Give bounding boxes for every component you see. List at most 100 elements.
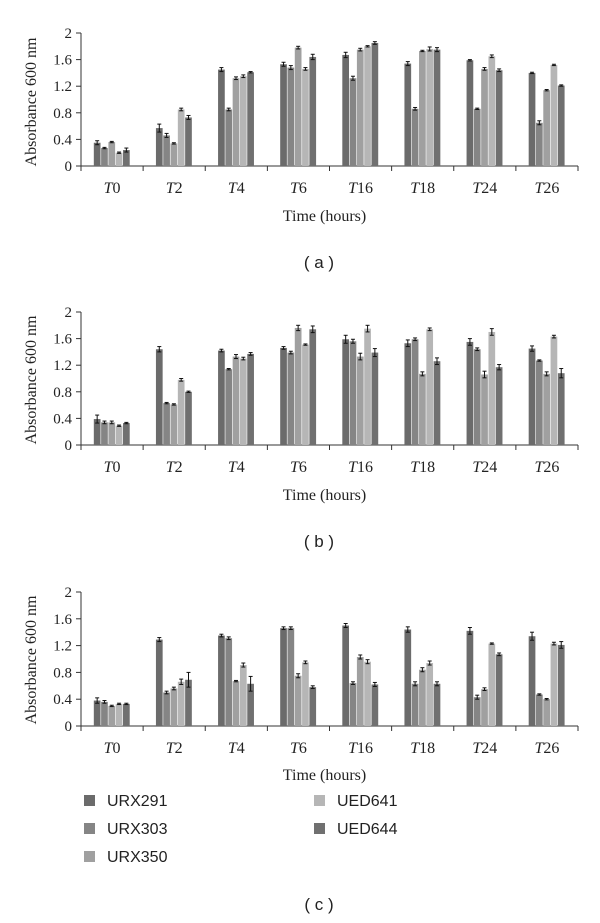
legend-item-ued641: UED641 bbox=[314, 793, 398, 810]
y-tick-label: 2 bbox=[65, 305, 73, 321]
bar-UED644-T16 bbox=[371, 352, 379, 445]
bar-URX291-T26 bbox=[528, 636, 536, 726]
bar-URX291-T24 bbox=[466, 341, 474, 445]
x-tick-label: T2 bbox=[166, 180, 183, 197]
x-tick-label: T16 bbox=[348, 740, 373, 757]
x-axis-label: Time (hours) bbox=[283, 208, 366, 225]
bar-UED641-T26 bbox=[550, 64, 558, 166]
legend-item-urx291: URX291 bbox=[84, 793, 168, 810]
bar-URX291-T18 bbox=[404, 629, 412, 726]
bar-URX291-T2 bbox=[155, 349, 163, 445]
bar-URX350-T24 bbox=[481, 68, 488, 166]
bar-UED641-T2 bbox=[177, 379, 185, 445]
bar-UED644-T18 bbox=[433, 49, 441, 166]
bar-URX303-T16 bbox=[349, 78, 357, 166]
bar-URX350-T0 bbox=[108, 422, 116, 445]
bar-URX291-T26 bbox=[528, 72, 536, 166]
x-tick-label: T0 bbox=[104, 740, 121, 757]
bar-URX350-T2 bbox=[170, 688, 178, 726]
y-tick-label: 1.2 bbox=[53, 79, 72, 95]
x-tick-label: T26 bbox=[534, 180, 559, 197]
bar-URX291-T24 bbox=[466, 630, 474, 726]
x-tick-label: T4 bbox=[228, 740, 245, 757]
bar-UED644-T4 bbox=[247, 72, 254, 166]
legend: URX291 URX303 URX350 UED641 UED644 bbox=[84, 793, 398, 866]
x-tick-label: T26 bbox=[534, 459, 559, 476]
y-tick-label: 1.6 bbox=[53, 53, 72, 69]
bar-UED644-T18 bbox=[433, 683, 441, 726]
bar-UED644-T4 bbox=[247, 353, 254, 445]
x-tick-label: T4 bbox=[228, 459, 245, 476]
bar-UED644-T2 bbox=[185, 679, 192, 726]
bar-UED641-T18 bbox=[426, 48, 434, 166]
y-tick-label: 0.8 bbox=[53, 385, 72, 401]
bar-UED644-T6 bbox=[309, 687, 317, 726]
bar-URX350-T6 bbox=[294, 675, 302, 726]
y-axis-label: Absorbance 600 nm bbox=[23, 37, 40, 166]
bar-UED641-T6 bbox=[302, 662, 309, 726]
bar-URX350-T4 bbox=[232, 78, 240, 166]
bar-URX303-T4 bbox=[225, 109, 233, 166]
bar-URX303-T6 bbox=[287, 352, 295, 445]
bar-URX303-T24 bbox=[473, 697, 481, 726]
bar-URX350-T6 bbox=[294, 327, 302, 445]
bar-URX303-T16 bbox=[349, 683, 357, 726]
y-tick-label: 0.4 bbox=[53, 411, 72, 427]
bar-UED641-T4 bbox=[239, 665, 247, 726]
bar-UED641-T6 bbox=[302, 344, 309, 445]
bar-URX303-T6 bbox=[287, 67, 295, 166]
bar-URX350-T16 bbox=[356, 656, 364, 726]
legend-item-urx303: URX303 bbox=[84, 821, 168, 838]
bar-UED644-T0 bbox=[123, 703, 130, 726]
bar-UED641-T24 bbox=[488, 56, 496, 166]
x-tick-label: T6 bbox=[290, 459, 307, 476]
bar-URX350-T16 bbox=[356, 356, 364, 445]
x-axis-label: Time (hours) bbox=[283, 767, 366, 784]
x-axis-label: Time (hours) bbox=[283, 487, 366, 504]
bar-URX291-T6 bbox=[280, 64, 287, 166]
x-tick-label: T24 bbox=[472, 459, 497, 476]
bar-URX303-T4 bbox=[225, 369, 233, 445]
legend-swatch bbox=[84, 795, 95, 806]
bar-URX291-T16 bbox=[342, 339, 350, 445]
bar-URX303-T24 bbox=[473, 349, 481, 445]
legend-swatch bbox=[314, 795, 325, 806]
x-tick-label: T18 bbox=[410, 740, 435, 757]
bar-URX303-T26 bbox=[535, 694, 543, 726]
bar-URX291-T2 bbox=[155, 128, 163, 166]
bar-UED644-T26 bbox=[557, 85, 565, 166]
bar-UED641-T2 bbox=[177, 109, 185, 166]
bar-UED641-T4 bbox=[239, 358, 247, 445]
bar-UED644-T24 bbox=[495, 654, 503, 726]
bar-URX303-T2 bbox=[163, 135, 170, 166]
bar-UED641-T4 bbox=[239, 76, 247, 166]
bar-UED641-T2 bbox=[177, 681, 185, 726]
bar-URX350-T2 bbox=[170, 143, 178, 166]
bar-UED644-T6 bbox=[309, 329, 317, 445]
bar-UED641-T18 bbox=[426, 329, 434, 445]
bar-URX303-T18 bbox=[411, 108, 419, 166]
x-tick-label: T18 bbox=[410, 459, 435, 476]
bar-URX291-T6 bbox=[280, 347, 287, 445]
bar-UED644-T2 bbox=[185, 391, 192, 445]
bar-URX291-T6 bbox=[280, 628, 287, 726]
bar-URX303-T26 bbox=[535, 122, 543, 166]
bar-URX350-T0 bbox=[108, 705, 116, 726]
bar-URX350-T2 bbox=[170, 404, 178, 445]
bar-URX303-T6 bbox=[287, 628, 295, 726]
y-axis-label: Absorbance 600 nm bbox=[23, 315, 40, 444]
bar-URX350-T18 bbox=[419, 373, 426, 445]
bar-URX303-T2 bbox=[163, 692, 170, 726]
bar-UED641-T16 bbox=[364, 46, 371, 166]
x-tick-label: T6 bbox=[290, 180, 307, 197]
x-tick-label: T24 bbox=[472, 740, 497, 757]
legend-item-urx350: URX350 bbox=[84, 849, 168, 866]
bar-URX291-T18 bbox=[404, 343, 412, 445]
bar-UED644-T24 bbox=[495, 367, 503, 445]
bar-UED641-T6 bbox=[302, 68, 309, 166]
y-tick-label: 1.6 bbox=[53, 332, 72, 348]
bar-UED644-T6 bbox=[309, 56, 317, 166]
bar-URX291-T2 bbox=[155, 639, 163, 726]
chart-panel-1: 0 0.4 0.8 1.2 1.6 2 T0 T2 T4 T6 T16 T18 T24 T26 Time (… bbox=[23, 26, 579, 272]
bar-UED644-T26 bbox=[557, 644, 565, 726]
